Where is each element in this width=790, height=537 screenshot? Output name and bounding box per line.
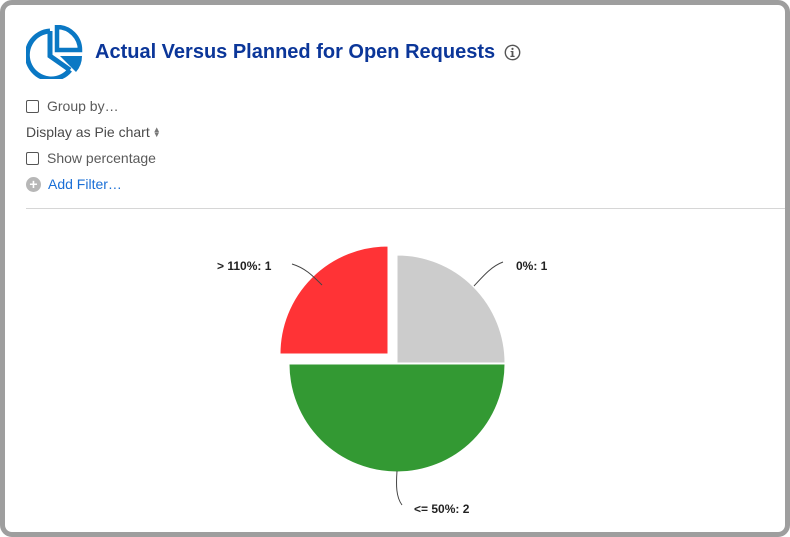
leader-line [396, 470, 403, 506]
page-title: Actual Versus Planned for Open Requests [95, 40, 496, 63]
pie-slice-le50pct[interactable] [288, 363, 506, 473]
display-as-select[interactable]: Display as Pie chart ▲ ▼ [26, 124, 161, 140]
pie-slice-gt110pct[interactable] [279, 245, 389, 355]
slice-label-le50: <= 50%: 2 [414, 502, 470, 516]
display-as-row: Display as Pie chart ▲ ▼ [26, 119, 161, 145]
widget-header: Actual Versus Planned for Open Requests [26, 22, 521, 82]
plus-circle-icon: + [26, 176, 41, 192]
pie-chart-icon [26, 25, 83, 79]
show-percentage-checkbox[interactable] [26, 151, 39, 165]
slice-label-gt110: > 110%: 1 [217, 259, 272, 273]
sort-arrows-icon: ▲ ▼ [152, 125, 161, 139]
add-filter-label: Add Filter… [48, 176, 122, 192]
group-by-label[interactable]: Group by… [47, 98, 119, 114]
add-filter-row: + Add Filter… [26, 171, 161, 197]
leader-line [291, 263, 323, 286]
display-as-label: Display as Pie chart [26, 124, 150, 140]
group-by-row: Group by… [26, 93, 161, 119]
pie-slice-0pct[interactable] [396, 254, 506, 364]
group-by-checkbox[interactable] [26, 99, 39, 113]
slice-label-0pct: 0%: 1 [516, 259, 548, 273]
divider [26, 208, 785, 209]
info-icon[interactable] [504, 44, 521, 61]
show-percentage-row: Show percentage [26, 145, 161, 171]
leader-line [473, 261, 504, 287]
add-filter-link[interactable]: + Add Filter… [26, 176, 122, 192]
show-percentage-label[interactable]: Show percentage [47, 150, 156, 166]
chart-controls: Group by… Display as Pie chart ▲ ▼ Show p… [26, 93, 161, 197]
